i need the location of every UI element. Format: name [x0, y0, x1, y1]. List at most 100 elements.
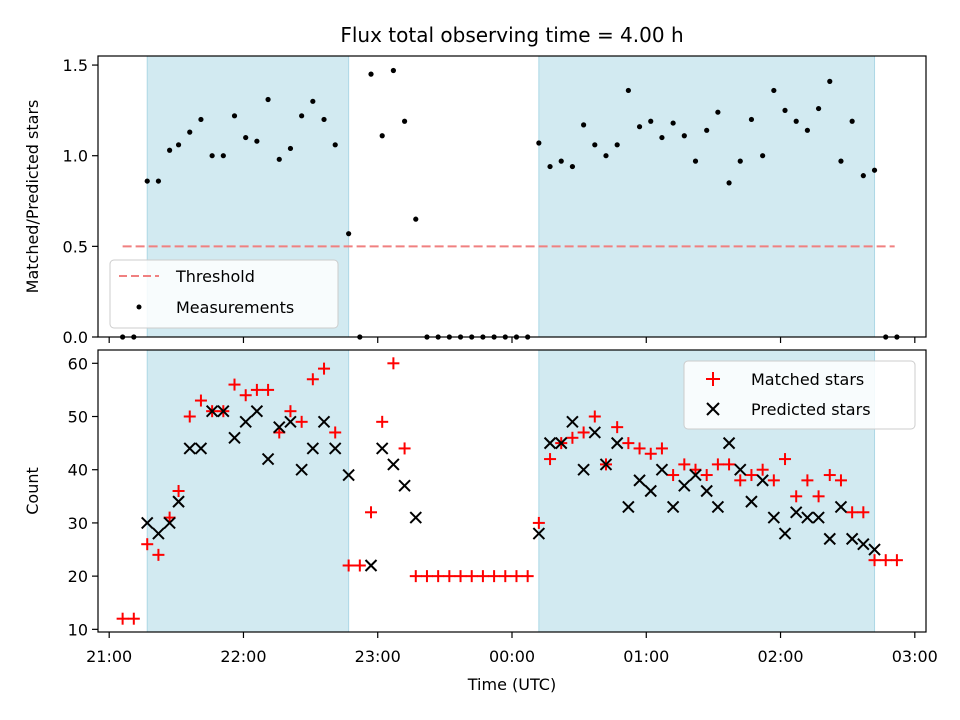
matched-star-point	[622, 437, 635, 450]
top-legend-measurements-label: Measurements	[176, 298, 294, 317]
top-legend-box	[109, 259, 339, 329]
measurement-point	[310, 98, 316, 104]
matched-star-point	[655, 442, 668, 455]
predicted-star-point	[398, 479, 411, 492]
bottom-xtick-label: 01:00	[623, 647, 669, 666]
matched-star-point	[239, 389, 252, 402]
measurement-point	[209, 153, 215, 159]
predicted-star-point	[194, 442, 208, 455]
predicted-star-point	[205, 404, 219, 418]
matched-star-point	[228, 378, 241, 391]
predicted-star-point	[250, 404, 264, 418]
measurement-point	[782, 107, 788, 113]
matched-star-point	[577, 426, 590, 439]
predicted-star-point	[666, 500, 680, 514]
bottom-ytick-label: 20	[68, 567, 88, 586]
measurement-point	[276, 156, 282, 162]
predicted-star-point	[734, 463, 747, 476]
measurement-point	[175, 142, 182, 148]
measurement-point	[603, 153, 609, 159]
predicted-star-point	[387, 458, 400, 471]
predicted-star-point	[655, 463, 669, 476]
top-ylabel: Matched/Predicted stars	[23, 100, 42, 294]
measurement-point	[648, 118, 654, 124]
predicted-star-point	[588, 426, 602, 439]
bottom-xtick-label: 21:00	[86, 647, 132, 666]
measurement-point	[815, 105, 822, 112]
matched-star-point	[633, 442, 646, 455]
measurement-point	[569, 163, 576, 170]
measurement-point	[614, 142, 620, 148]
predicted-star-point	[767, 511, 781, 524]
measurement-point	[849, 118, 855, 124]
matched-star-point	[194, 394, 207, 407]
matched-star-point	[398, 442, 411, 455]
bottom-ytick-label: 50	[68, 408, 88, 427]
bottom-xtick-label: 00:00	[489, 647, 535, 666]
chart-title: Flux total observing time = 4.00 h	[340, 23, 683, 47]
measurement-point	[379, 133, 385, 139]
predicted-star-point	[172, 495, 185, 508]
matched-star-point	[544, 453, 557, 466]
matched-star-point	[183, 410, 196, 423]
matched-star-point	[318, 362, 331, 375]
predicted-star-point	[857, 538, 870, 551]
bottom-xtick-label: 22:00	[220, 647, 266, 666]
matched-star-point	[443, 570, 456, 583]
measurement-point	[715, 109, 721, 115]
measurement-point	[187, 129, 193, 135]
matched-star-point	[890, 554, 903, 567]
bottom-xtick-label: 23:00	[355, 647, 401, 666]
bottom-ytick-label: 40	[68, 461, 88, 480]
matched-star-point	[409, 570, 422, 583]
matched-star-point	[250, 383, 263, 396]
predicted-star-point	[823, 532, 836, 546]
top-legend-threshold-label: Threshold	[175, 267, 255, 286]
predicted-star-point	[228, 431, 241, 444]
bottom-ylabel: Count	[23, 467, 42, 515]
measurement-point	[670, 120, 676, 126]
matched-star-point	[667, 469, 680, 482]
measurement-point	[827, 78, 833, 84]
matched-star-point	[387, 357, 400, 370]
matched-star-point	[532, 516, 545, 529]
predicted-star-point	[801, 511, 814, 524]
matched-star-point	[465, 570, 478, 583]
predicted-star-point	[689, 468, 702, 482]
matched-star-point	[734, 474, 747, 487]
matched-star-point	[488, 570, 501, 583]
bottom-legend-matched-label: Matched stars	[751, 370, 864, 389]
matched-star-point	[700, 469, 713, 482]
bottom-legend: Matched stars Predicted stars	[683, 360, 916, 430]
measurement-point	[321, 116, 327, 123]
measurement-point	[793, 118, 799, 124]
matched-star-point	[790, 490, 803, 503]
matched-star-point	[868, 554, 881, 567]
matched-star-point	[499, 570, 512, 583]
predicted-star-point	[868, 543, 881, 556]
predicted-star-point	[306, 442, 320, 455]
measurement-point	[804, 127, 810, 133]
measurement-point	[390, 67, 396, 74]
measurement-point	[220, 153, 226, 159]
measurement-point	[346, 231, 352, 237]
measurement-point	[413, 216, 419, 222]
matched-star-point	[116, 612, 129, 625]
predicted-star-point	[183, 442, 196, 455]
matched-star-point	[823, 469, 836, 482]
matched-star-point	[476, 570, 489, 583]
predicted-star-point	[633, 474, 646, 487]
top-legend-measurements-swatch	[136, 304, 142, 310]
measurement-point	[536, 140, 542, 146]
measurement-point	[838, 158, 844, 164]
matched-star-point	[611, 421, 624, 434]
top-legend: Threshold Measurements	[109, 259, 339, 329]
top-ytick-label: 1.0	[63, 147, 88, 166]
matched-star-point	[521, 570, 534, 583]
measurement-point	[558, 158, 564, 164]
measurement-point	[681, 133, 687, 139]
matched-star-point	[812, 490, 825, 503]
predicted-star-point	[622, 500, 635, 514]
measurement-point	[547, 163, 553, 170]
measurement-point	[692, 158, 699, 164]
